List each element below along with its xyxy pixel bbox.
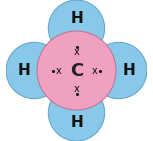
Text: x: x — [55, 66, 61, 75]
Text: x: x — [74, 84, 79, 94]
Text: H: H — [122, 63, 135, 78]
Text: x: x — [74, 47, 79, 57]
Text: H: H — [70, 115, 83, 130]
Circle shape — [48, 0, 105, 56]
Circle shape — [6, 42, 62, 99]
Text: x: x — [92, 66, 98, 75]
Text: C: C — [70, 61, 83, 80]
Text: H: H — [18, 63, 31, 78]
Circle shape — [48, 85, 105, 141]
Circle shape — [37, 31, 116, 110]
Text: H: H — [70, 11, 83, 26]
Circle shape — [91, 42, 147, 99]
